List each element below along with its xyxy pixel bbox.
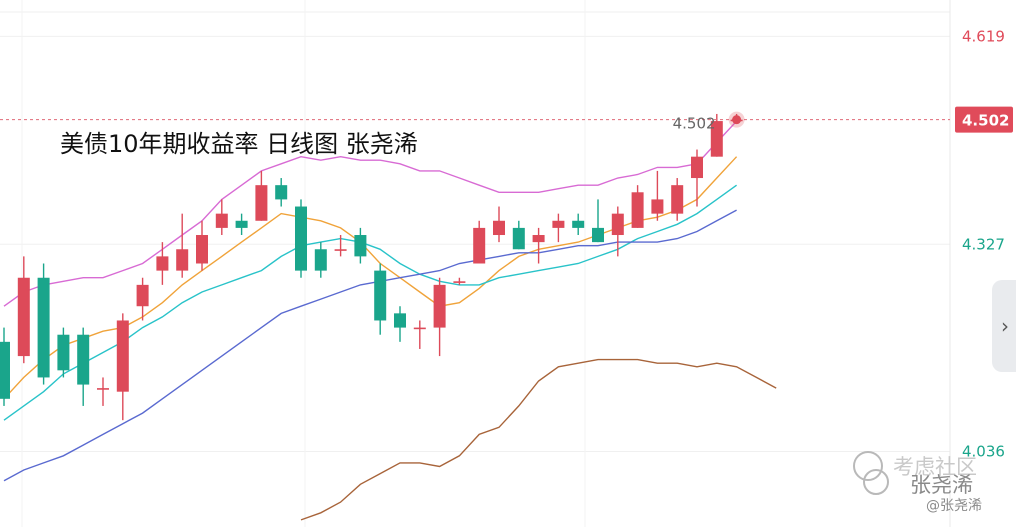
candle-body [57, 334, 70, 371]
candle [116, 313, 129, 421]
candle [156, 242, 169, 285]
candle-body [691, 156, 703, 179]
candle-body [631, 192, 644, 228]
candle [651, 170, 664, 221]
candle-body [651, 199, 664, 214]
candle [255, 170, 268, 221]
y-tick-label: 4.619 [962, 27, 1005, 45]
candle [413, 320, 426, 349]
current-price-badge [955, 106, 1013, 133]
candle [691, 149, 703, 207]
candle [374, 263, 387, 335]
candle [77, 327, 90, 406]
candle-body [37, 277, 50, 378]
candle-body [512, 227, 525, 250]
candle-body [592, 227, 604, 243]
candle [97, 377, 109, 406]
watermark-handle: @张尧浠 [926, 498, 982, 514]
candle-body [433, 284, 446, 328]
candle [176, 213, 189, 278]
candle [671, 178, 684, 221]
current-price-marker-label: 4.502 [673, 115, 716, 133]
candle [532, 227, 545, 264]
current-price-line: 4.502 [0, 111, 950, 133]
candle-body [453, 281, 466, 283]
side-panel-toggle-button[interactable]: › [992, 280, 1016, 372]
candles [0, 113, 743, 421]
candle [334, 235, 347, 257]
candle-body [394, 313, 406, 328]
candle [196, 220, 208, 271]
candle-body [413, 327, 426, 330]
candle [394, 306, 406, 342]
y-axis: 4.619 4.327 4.036 4.502 [955, 27, 1013, 461]
candle-body [671, 185, 684, 214]
candle [314, 242, 327, 278]
candle-body [552, 220, 565, 228]
candle [17, 256, 30, 364]
candle-body [473, 227, 486, 264]
current-price-label: 4.502 [962, 112, 1009, 130]
candle [295, 199, 307, 278]
y-tick-label: 4.327 [962, 235, 1005, 253]
candle [710, 113, 723, 157]
candle-body [493, 220, 505, 236]
candle-body [196, 235, 208, 264]
candle [136, 277, 149, 321]
overlay-line-4 [3, 209, 737, 482]
overlay-line-3 [3, 184, 738, 421]
candle-body [136, 284, 149, 307]
chart-title: 美债10年期收益率 日线图 张尧浠 [60, 130, 418, 158]
candle-body [0, 341, 10, 399]
candle [473, 220, 486, 264]
watermark: 考虑社区 张尧浠 @张尧浠 [853, 451, 982, 514]
candle [57, 327, 70, 378]
candle-body [97, 388, 109, 390]
candle-body [611, 213, 624, 236]
wechat-icon [853, 451, 883, 481]
candle-body [116, 320, 129, 392]
y-tick-label: 4.036 [962, 443, 1005, 461]
candle-body [710, 121, 723, 157]
candle [493, 206, 505, 243]
price-marker-dot [732, 115, 742, 125]
candle-body [235, 220, 248, 228]
candle [611, 206, 624, 257]
candle-body [334, 249, 347, 251]
candle [512, 220, 525, 250]
candle [552, 213, 565, 243]
candle-body [275, 185, 288, 200]
candle-body [176, 249, 189, 271]
candle [631, 185, 644, 228]
candle [592, 199, 604, 243]
candle [572, 213, 585, 236]
candle-body [295, 206, 307, 271]
candle [433, 277, 446, 357]
overlay-line-5 [300, 358, 777, 521]
candle [275, 178, 288, 207]
candle-body [354, 235, 367, 257]
candle-body [374, 270, 387, 321]
candle-body [532, 235, 545, 243]
chevron-right-icon: › [1001, 314, 1009, 338]
candle-body [17, 277, 30, 357]
overlay-line-1 [3, 120, 738, 307]
candle-body [156, 256, 169, 271]
candle [453, 277, 466, 285]
candle-body [314, 249, 327, 271]
candle-body [572, 220, 585, 228]
wechat-icon-small [863, 469, 889, 495]
candle-body [215, 213, 228, 228]
candle [37, 263, 50, 385]
candle [0, 327, 10, 406]
watermark-brand: 考虑社区 [893, 455, 977, 479]
watermark-name: 张尧浠 [910, 473, 973, 497]
candle-body [255, 185, 268, 221]
candle [354, 227, 367, 264]
candle-body [77, 334, 90, 385]
overlay-line-2 [3, 156, 738, 400]
candle [215, 199, 228, 236]
candle [235, 213, 248, 236]
